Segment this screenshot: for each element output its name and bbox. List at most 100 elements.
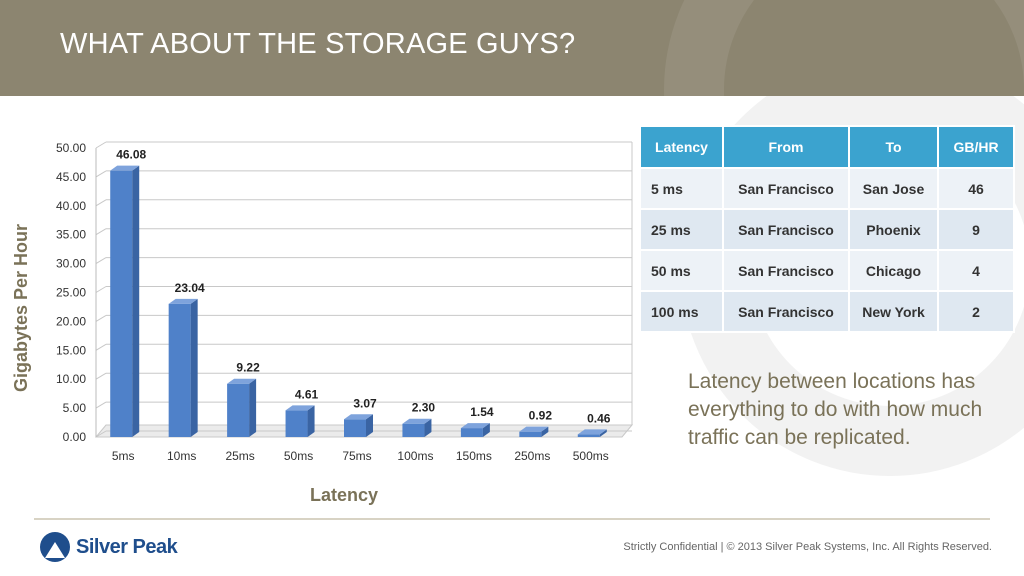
cell-from: San Francisco bbox=[722, 167, 850, 210]
table-header-row: Latency From To GB/HR bbox=[639, 125, 1015, 169]
header-decoration bbox=[664, 0, 1024, 96]
data-label: 1.54 bbox=[470, 405, 494, 419]
y-tick-label: 15.00 bbox=[56, 343, 86, 357]
cell-to: San Jose bbox=[848, 167, 939, 210]
y-tick-label: 20.00 bbox=[56, 314, 86, 328]
bar bbox=[519, 431, 542, 437]
bar-side bbox=[307, 405, 315, 437]
cell-latency: 100 ms bbox=[639, 290, 724, 333]
cell-gbhr: 4 bbox=[937, 249, 1015, 292]
cell-to: Chicago bbox=[848, 249, 939, 292]
bar-top bbox=[110, 165, 140, 171]
gridline-side bbox=[95, 228, 107, 236]
table-row: 50 ms San Francisco Chicago 4 bbox=[639, 249, 1015, 292]
title-bar: WHAT ABOUT THE STORAGE GUYS? bbox=[0, 0, 1024, 96]
y-axis-title: Gigabytes Per Hour bbox=[11, 224, 31, 392]
y-tick-label: 25.00 bbox=[56, 286, 86, 300]
header-latency: Latency bbox=[639, 125, 724, 169]
y-tick-label: 10.00 bbox=[56, 372, 86, 386]
x-axis-title: Latency bbox=[310, 485, 378, 505]
bar-top bbox=[227, 378, 257, 384]
bar-top bbox=[168, 298, 198, 304]
bar-chart: 0.00 5.00 10.00 15.00 20.00 25.00 30.00 35.00 40… bbox=[11, 141, 634, 505]
data-label: 4.61 bbox=[295, 387, 319, 401]
bar bbox=[577, 434, 600, 437]
bar bbox=[285, 410, 308, 437]
gridline-side bbox=[95, 257, 107, 265]
gridline-side bbox=[95, 199, 107, 207]
bar bbox=[168, 303, 191, 437]
gridline-side bbox=[95, 372, 107, 380]
bar-top bbox=[460, 423, 490, 429]
cell-from: San Francisco bbox=[722, 249, 850, 292]
x-tick-label: 75ms bbox=[342, 449, 371, 463]
header-gbhr: GB/HR bbox=[937, 125, 1015, 169]
y-tick-label: 50.00 bbox=[56, 141, 86, 155]
latency-table: Latency From To GB/HR 5 ms San Francisco… bbox=[639, 125, 1015, 333]
table-row: 5 ms San Francisco San Jose 46 bbox=[639, 167, 1015, 210]
cell-gbhr: 2 bbox=[937, 290, 1015, 333]
footer-divider bbox=[34, 518, 990, 520]
x-tick-label: 250ms bbox=[514, 449, 550, 463]
gridline-side bbox=[95, 401, 107, 409]
bar-side bbox=[424, 418, 432, 437]
data-label: 46.08 bbox=[116, 148, 146, 162]
bar-top bbox=[577, 429, 607, 435]
y-tick-label: 35.00 bbox=[56, 228, 86, 242]
x-tick-label: 5ms bbox=[112, 449, 135, 463]
bar-side bbox=[541, 426, 549, 437]
bar bbox=[110, 170, 133, 437]
cell-gbhr: 9 bbox=[937, 208, 1015, 251]
cell-latency: 25 ms bbox=[639, 208, 724, 251]
header-from: From bbox=[722, 125, 850, 169]
company-logo: Silver Peak bbox=[40, 532, 178, 562]
bar-side bbox=[366, 414, 373, 437]
bar-side bbox=[599, 429, 607, 437]
cell-latency: 50 ms bbox=[639, 249, 724, 292]
y-tick-label: 30.00 bbox=[56, 257, 86, 271]
cell-to: New York bbox=[848, 290, 939, 333]
bar-top bbox=[519, 426, 549, 432]
x-tick-label: 50ms bbox=[284, 449, 313, 463]
gridline-side bbox=[95, 343, 107, 351]
data-label: 2.30 bbox=[412, 401, 436, 415]
y-tick-label: 0.00 bbox=[63, 430, 87, 444]
bar-side bbox=[132, 165, 140, 437]
logo-text: Silver Peak bbox=[76, 535, 178, 558]
y-tick-label: 40.00 bbox=[56, 199, 86, 213]
cell-from: San Francisco bbox=[722, 290, 850, 333]
bar-top bbox=[344, 414, 373, 420]
bar bbox=[227, 383, 250, 437]
x-tick-label: 10ms bbox=[167, 449, 196, 463]
bar bbox=[344, 419, 366, 437]
gridline-side bbox=[95, 170, 107, 178]
gridline-side bbox=[95, 314, 107, 322]
data-label: 0.92 bbox=[529, 409, 553, 423]
bar-top bbox=[402, 418, 432, 424]
cell-latency: 5 ms bbox=[639, 167, 724, 210]
slide-title: WHAT ABOUT THE STORAGE GUYS? bbox=[60, 28, 576, 60]
bar-side bbox=[482, 423, 490, 437]
cell-to: Phoenix bbox=[848, 208, 939, 251]
bar bbox=[402, 423, 425, 437]
gridline-side bbox=[95, 286, 107, 293]
silver-peak-mountain-icon bbox=[40, 532, 70, 562]
y-tick-label: 45.00 bbox=[56, 170, 86, 184]
y-tick-label: 5.00 bbox=[63, 401, 87, 415]
x-tick-label: 150ms bbox=[456, 449, 492, 463]
table-row: 100 ms San Francisco New York 2 bbox=[639, 290, 1015, 333]
header-to: To bbox=[848, 125, 939, 169]
gridline-side bbox=[95, 141, 107, 149]
latency-note: Latency between locations has everything… bbox=[688, 370, 983, 449]
cell-gbhr: 46 bbox=[937, 167, 1015, 210]
data-label: 23.04 bbox=[175, 281, 205, 295]
x-tick-label: 100ms bbox=[397, 449, 433, 463]
bar-side bbox=[190, 298, 198, 437]
footer-copyright: Strictly Confidential | © 2013 Silver Pe… bbox=[623, 541, 992, 553]
x-tick-label: 25ms bbox=[225, 449, 254, 463]
cell-from: San Francisco bbox=[722, 208, 850, 251]
bar-side bbox=[249, 378, 257, 437]
bar-top bbox=[285, 405, 315, 411]
gridline-side bbox=[95, 430, 107, 438]
data-label: 9.22 bbox=[236, 361, 260, 375]
